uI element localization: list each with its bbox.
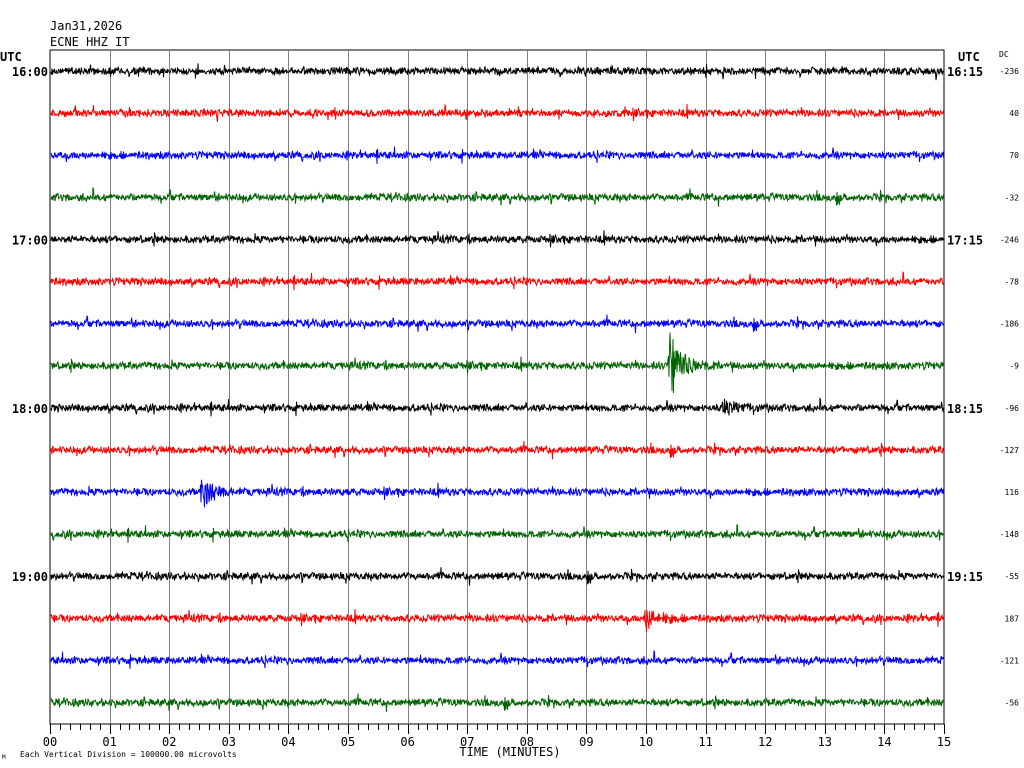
trace-dc-label: -56	[1005, 699, 1020, 708]
trace-line-12	[50, 567, 944, 586]
x-tick-label: 03	[222, 735, 236, 749]
utc-left-label: UTC	[0, 50, 22, 64]
trace-dc-label: -96	[1005, 404, 1020, 413]
trace-dc-label: -186	[1000, 320, 1019, 329]
trace-dc-label: -78	[1005, 278, 1020, 287]
x-tick-label: 02	[162, 735, 176, 749]
x-tick-label: 09	[579, 735, 593, 749]
grid-lines	[49, 49, 945, 725]
trace-start-label: 16:00	[12, 65, 48, 79]
x-tick-label: 05	[341, 735, 355, 749]
trace-line-10	[50, 479, 944, 508]
trace-line-0	[50, 63, 944, 81]
x-tick-label: 15	[937, 735, 951, 749]
x-tick-label: 07	[460, 735, 474, 749]
plot-frame	[49, 49, 945, 725]
x-tick-label: 00	[43, 735, 57, 749]
trace-dc-label: -55	[1005, 572, 1020, 581]
trace-line-2	[50, 146, 944, 164]
trace-end-label: 19:15	[947, 570, 983, 584]
x-axis-label: TIME (MINUTES)	[459, 745, 560, 759]
trace-line-7	[50, 332, 944, 394]
trace-dc-label: 187	[1005, 614, 1020, 623]
trace-line-6	[50, 314, 944, 334]
trace-start-label: 17:00	[12, 233, 48, 247]
trace-labels: 16:00 16:15 -236 40 70 -32 17:00 17:15 -246 -78 -1…	[12, 65, 1019, 708]
trace-group	[50, 63, 944, 713]
x-tick-label: 13	[818, 735, 832, 749]
x-tick-label: 01	[102, 735, 116, 749]
trace-dc-label: 116	[1005, 488, 1020, 497]
trace-line-9	[50, 440, 944, 460]
x-tick-label: 14	[877, 735, 891, 749]
trace-dc-label: -246	[1000, 235, 1019, 244]
trace-end-label: 16:15	[947, 65, 983, 79]
trace-start-label: 19:00	[12, 570, 48, 584]
trace-line-15	[50, 693, 944, 713]
x-tick-label: 10	[639, 735, 653, 749]
chart-header: Jan31,2026 ECNE HHZ IT UTC UTC DC	[0, 19, 1009, 64]
trace-dc-label: 40	[1009, 109, 1019, 118]
trace-line-4	[50, 230, 944, 248]
trace-dc-label: -121	[1000, 656, 1019, 665]
time-axis: 00 01 02 03 04 05 06 07 08 09 10 11 12 13 14 15	[43, 724, 951, 749]
station-label: ECNE HHZ IT	[50, 35, 129, 49]
scale-note: Each Vertical Division = 100000.00 micro…	[20, 750, 237, 759]
trace-end-label: 18:15	[947, 402, 983, 416]
trace-dc-label: -32	[1005, 193, 1020, 202]
trace-end-label: 17:15	[947, 233, 983, 247]
utc-right-label: UTC	[958, 50, 980, 64]
trace-line-14	[50, 649, 944, 669]
trace-line-13	[50, 609, 944, 632]
trace-dc-label: 70	[1009, 151, 1019, 160]
x-tick-label: 12	[758, 735, 772, 749]
x-tick-label: 11	[698, 735, 712, 749]
trace-start-label: 18:00	[12, 402, 48, 416]
x-tick-label: 04	[281, 735, 295, 749]
corner-mark: M	[2, 754, 6, 761]
chart-footer: TIME (MINUTES) M Each Vertical Division …	[2, 745, 561, 761]
x-tick-label: 06	[400, 735, 414, 749]
trace-dc-label: -127	[1000, 446, 1019, 455]
trace-dc-label: -148	[1000, 530, 1019, 539]
trace-dc-label: -236	[1000, 67, 1019, 76]
trace-dc-label: -9	[1009, 362, 1019, 371]
x-tick-label: 08	[520, 735, 534, 749]
trace-line-3	[50, 186, 944, 207]
trace-line-8	[50, 397, 944, 417]
date-label: Jan31,2026	[50, 19, 122, 33]
trace-line-11	[50, 523, 944, 543]
trace-line-5	[50, 270, 944, 291]
dc-header-label: DC	[999, 50, 1009, 59]
trace-line-1	[50, 103, 944, 122]
